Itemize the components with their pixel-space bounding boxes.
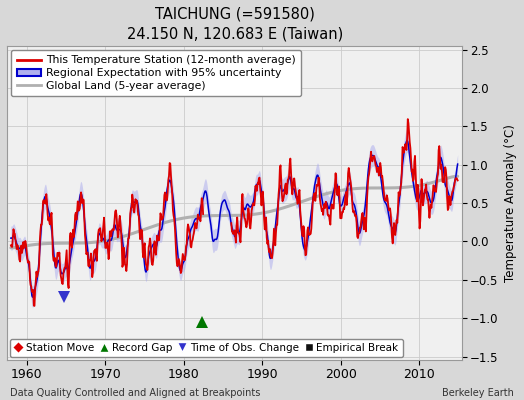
Title: TAICHUNG (=591580)
24.150 N, 120.683 E (Taiwan): TAICHUNG (=591580) 24.150 N, 120.683 E (… bbox=[126, 7, 343, 42]
Y-axis label: Temperature Anomaly (°C): Temperature Anomaly (°C) bbox=[504, 124, 517, 282]
Text: Berkeley Earth: Berkeley Earth bbox=[442, 388, 514, 398]
Text: Data Quality Controlled and Aligned at Breakpoints: Data Quality Controlled and Aligned at B… bbox=[10, 388, 261, 398]
Legend: Station Move, Record Gap, Time of Obs. Change, Empirical Break: Station Move, Record Gap, Time of Obs. C… bbox=[10, 339, 403, 357]
